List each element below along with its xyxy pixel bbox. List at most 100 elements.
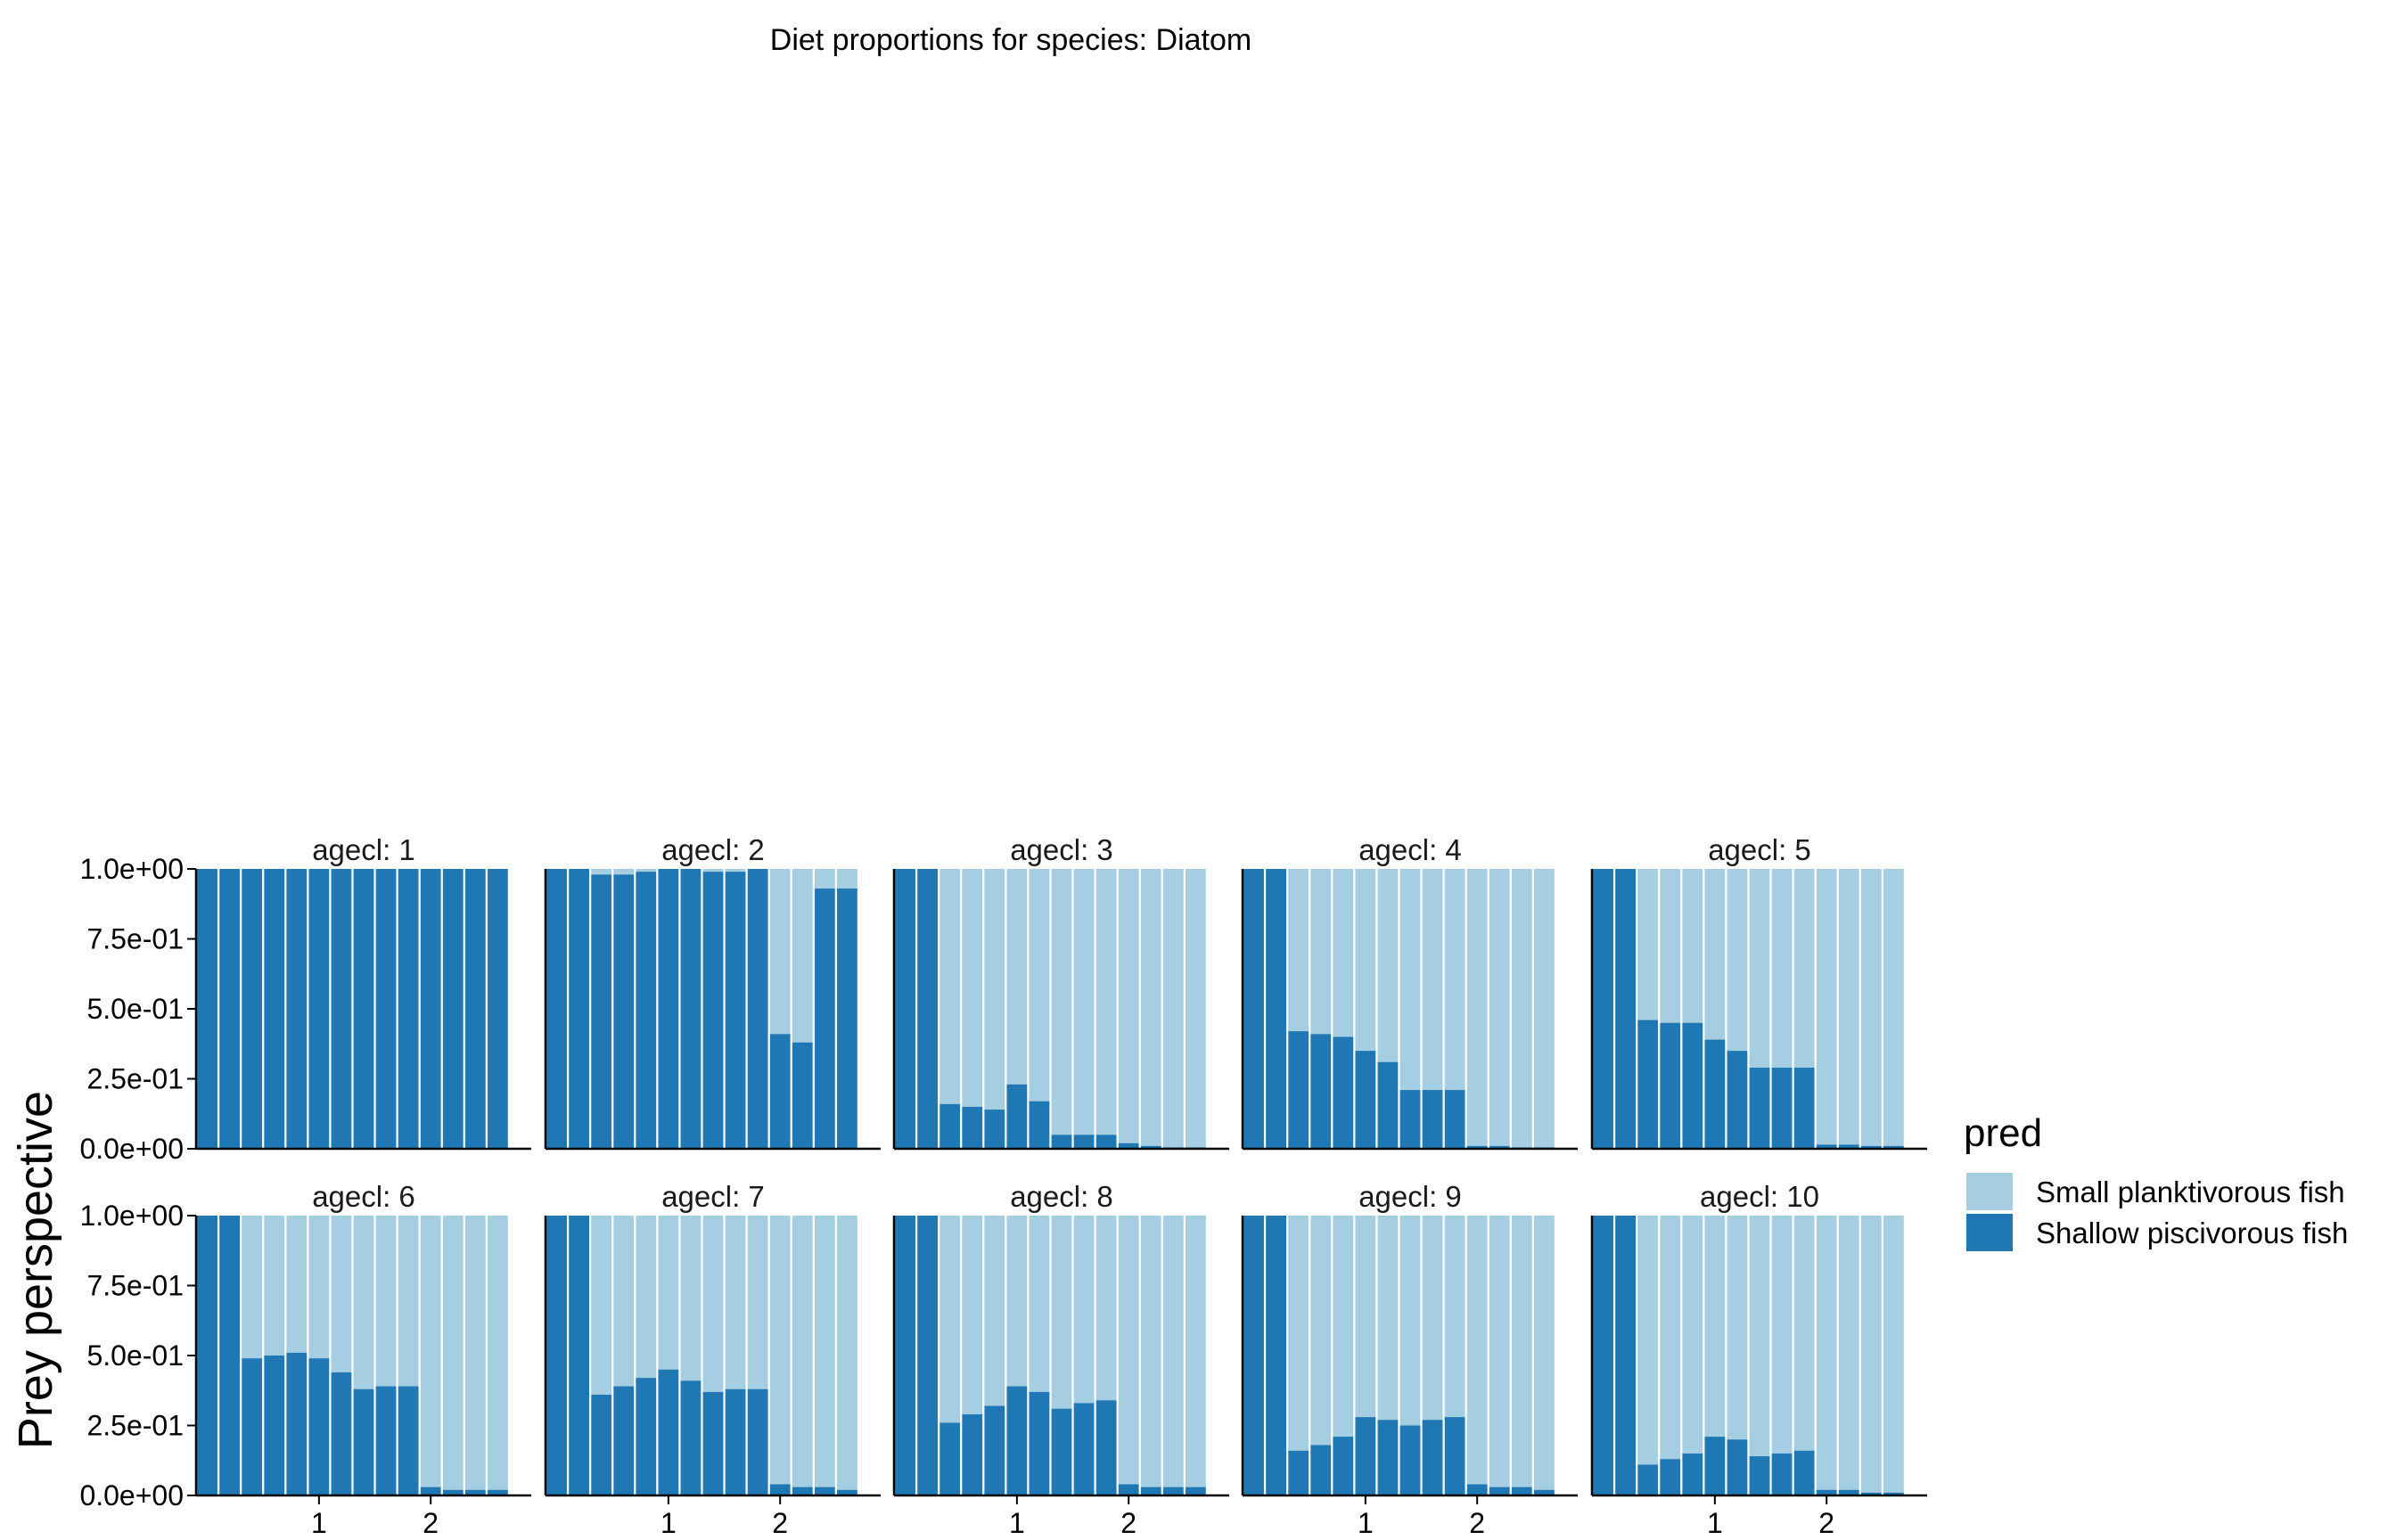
bar-shallow-piscivorous (636, 1378, 657, 1495)
bar-shallow-piscivorous (747, 869, 768, 1149)
bar-shallow-piscivorous (420, 1487, 441, 1495)
bar-shallow-piscivorous (1771, 1067, 1793, 1149)
bar-shallow-piscivorous (1006, 1386, 1028, 1495)
facet-panel-agecl-7: agecl: 7 1 2 (544, 1180, 881, 1539)
bar-small-planktivorous (1422, 1216, 1443, 1421)
bar-small-planktivorous (1310, 869, 1332, 1035)
bar-shallow-piscivorous (1243, 1216, 1264, 1495)
bar-shallow-piscivorous (1637, 1464, 1659, 1495)
bar-small-planktivorous (1660, 869, 1681, 1023)
bar-shallow-piscivorous (1029, 1391, 1050, 1495)
bar-shallow-piscivorous (1466, 1145, 1488, 1149)
bar-shallow-piscivorous (636, 872, 657, 1149)
bar-shallow-piscivorous (658, 1369, 679, 1495)
bar-shallow-piscivorous (1140, 1487, 1161, 1495)
bar-shallow-piscivorous (1051, 1135, 1072, 1149)
facet-panel-agecl-9: agecl: 9 1 2 (1241, 1180, 1578, 1539)
bar-shallow-piscivorous (1266, 1216, 1287, 1495)
bar-small-planktivorous (1660, 1216, 1681, 1460)
bar-shallow-piscivorous (769, 1034, 791, 1149)
bar-small-planktivorous (487, 1216, 508, 1490)
x-tick-label: 1 (1009, 1507, 1025, 1539)
bar-shallow-piscivorous (1162, 1487, 1184, 1495)
bar-shallow-piscivorous (1029, 1101, 1050, 1149)
y-axis-label: Prey perspective (9, 1091, 62, 1449)
bar-small-planktivorous (1511, 869, 1532, 1148)
bar-shallow-piscivorous (464, 869, 486, 1149)
bar-small-planktivorous (836, 1216, 857, 1490)
bar-shallow-piscivorous (1399, 1425, 1421, 1495)
bar-small-planktivorous (1533, 869, 1555, 1148)
bar-small-planktivorous (613, 869, 635, 875)
x-tick-label: 2 (772, 1507, 788, 1539)
legend-key-shallow-piscivorous (1966, 1214, 2013, 1251)
bar-shallow-piscivorous (1704, 1039, 1726, 1149)
bar-small-planktivorous (1838, 1216, 1859, 1490)
bar-shallow-piscivorous (546, 1216, 567, 1495)
bar-small-planktivorous (1860, 869, 1882, 1146)
bar-shallow-piscivorous (219, 1216, 241, 1495)
bar-small-planktivorous (1333, 1216, 1354, 1438)
chart-title: Diet proportions for species: Diatom (770, 23, 1251, 57)
x-tick-label: 1 (311, 1507, 327, 1539)
bar-small-planktivorous (984, 869, 1005, 1110)
bar-shallow-piscivorous (1838, 1144, 1859, 1149)
bar-shallow-piscivorous (1243, 869, 1264, 1149)
x-tick-label: 2 (423, 1507, 439, 1539)
bar-small-planktivorous (1883, 1216, 1904, 1493)
bar-small-planktivorous (747, 1216, 768, 1389)
bar-shallow-piscivorous (569, 1216, 590, 1495)
bar-small-planktivorous (464, 1216, 486, 1490)
bar-shallow-piscivorous (895, 869, 915, 1149)
bar-shallow-piscivorous (1682, 1453, 1703, 1495)
bar-small-planktivorous (940, 869, 961, 1104)
bar-shallow-piscivorous (1288, 1450, 1309, 1495)
bar-shallow-piscivorous (1727, 1051, 1748, 1149)
facet-panel-agecl-4: agecl: 4 (1241, 833, 1578, 1151)
bar-shallow-piscivorous (836, 888, 857, 1149)
bar-shallow-piscivorous (1489, 1487, 1510, 1495)
bar-small-planktivorous (1533, 1216, 1555, 1490)
facet-strip-label: agecl: 6 (312, 1180, 415, 1213)
bar-small-planktivorous (1006, 869, 1028, 1085)
bar-shallow-piscivorous (442, 1489, 464, 1495)
bar-small-planktivorous (1444, 869, 1465, 1091)
bar-shallow-piscivorous (1511, 1487, 1532, 1495)
bar-shallow-piscivorous (487, 869, 508, 1149)
bar-small-planktivorous (1838, 869, 1859, 1145)
bar-small-planktivorous (242, 1216, 263, 1359)
bar-shallow-piscivorous (1444, 1090, 1465, 1149)
bar-small-planktivorous (725, 1216, 746, 1389)
bar-shallow-piscivorous (895, 1216, 915, 1495)
bar-small-planktivorous (1883, 869, 1904, 1146)
bar-small-planktivorous (1682, 869, 1703, 1023)
bar-small-planktivorous (1140, 1216, 1161, 1487)
bar-small-planktivorous (1682, 1216, 1703, 1454)
bar-small-planktivorous (1118, 1216, 1139, 1485)
bar-shallow-piscivorous (940, 1103, 961, 1149)
bar-shallow-piscivorous (984, 1110, 1005, 1149)
bar-shallow-piscivorous (1140, 1145, 1161, 1149)
bar-shallow-piscivorous (1860, 1145, 1882, 1149)
bar-small-planktivorous (1637, 1216, 1659, 1465)
bar-small-planktivorous (1310, 1216, 1332, 1446)
bar-small-planktivorous (769, 869, 791, 1035)
bar-small-planktivorous (1073, 869, 1095, 1135)
legend-title: pred (1964, 1111, 2042, 1155)
bar-shallow-piscivorous (353, 1388, 374, 1495)
bar-shallow-piscivorous (984, 1405, 1005, 1495)
bar-shallow-piscivorous (1533, 1489, 1555, 1495)
bar-small-planktivorous (1185, 869, 1206, 1148)
bar-small-planktivorous (613, 1216, 635, 1387)
bar-small-planktivorous (680, 1216, 702, 1381)
bar-small-planktivorous (1793, 869, 1815, 1068)
x-tick-label: 2 (1818, 1507, 1834, 1539)
bar-small-planktivorous (1816, 1216, 1837, 1490)
bar-shallow-piscivorous (1660, 1022, 1681, 1149)
bar-small-planktivorous (1637, 869, 1659, 1020)
bar-shallow-piscivorous (1615, 1216, 1637, 1495)
bar-small-planktivorous (1749, 869, 1770, 1068)
bar-shallow-piscivorous (546, 869, 567, 1149)
bar-shallow-piscivorous (1422, 1420, 1443, 1495)
bar-shallow-piscivorous (1377, 1420, 1399, 1495)
